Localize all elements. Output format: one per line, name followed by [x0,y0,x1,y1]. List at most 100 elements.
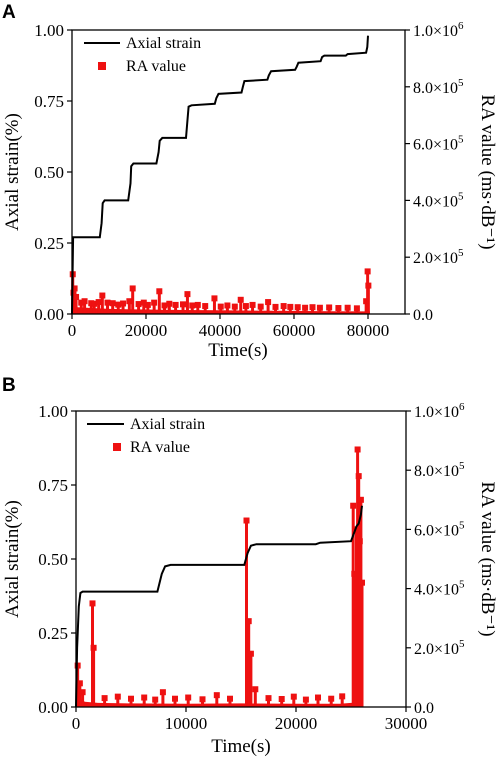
y-right-tick-label: 4.0×105 [413,190,464,210]
ra-point [189,302,196,309]
panel-b: B 0 10000 20000 30000 0.000.250.500.751.00 … [2,375,498,757]
ra-point [172,695,178,702]
x-axis-ticks: 0 10000 20000 30000 [72,707,428,733]
ra-point [79,689,86,696]
ra-point [245,618,252,625]
y-left-tick-label: 0.75 [38,476,68,495]
ra-point [247,650,254,657]
ra-point [101,695,108,702]
y-left-tick-label: 0.00 [34,305,64,324]
y-left-tick-label: 0.75 [34,92,64,111]
ra-point [91,300,98,307]
ra-point [328,695,335,702]
ra-point [144,301,151,308]
ra-point [257,303,264,310]
ra-point [359,579,365,586]
panel-letter: A [2,2,16,23]
y-right-tick-label: 0.0 [413,307,433,324]
x-tick-label: 60000 [273,321,316,340]
ra-point [280,303,287,310]
ra-point [89,600,96,607]
y-right-tick-label: 0.0 [414,700,434,717]
ra-point [104,299,111,306]
x-tick-label: 80000 [347,321,390,340]
ra-point [287,303,294,310]
ra-point [351,570,358,577]
ra-point [161,302,168,309]
y-right-axis-label: RA value (ms·dB⁻¹) [477,94,498,249]
ra-point [315,694,321,701]
ra-point [354,446,361,453]
ra-point [365,282,372,289]
legend-ra-label: RA value [130,439,190,456]
strain-line [71,35,369,315]
ra-point [129,285,136,292]
ra-point [159,689,166,696]
ra-point [140,299,147,306]
ra-point [126,298,133,305]
ra-point [290,693,297,700]
y-left-tick-label: 1.00 [38,402,68,421]
ra-point [224,302,231,309]
ra-point [278,696,285,703]
ra-point [265,695,272,702]
legend: Axial strain RA value [84,35,201,75]
ra-point [294,304,301,311]
ra-point [90,644,97,651]
ra-point [199,696,206,703]
x-tick-label: 0 [68,321,77,340]
ra-point [242,303,249,310]
ra-point [141,694,148,701]
ra-point [81,298,88,305]
ra-point [95,299,102,306]
y-left-tick-label: 0.50 [38,550,68,569]
y-right-tick-label: 4.0×105 [414,579,465,599]
x-tick-label: 0 [72,714,81,733]
ra-point [217,303,224,310]
ra-point [265,299,272,306]
y-right-tick-label: 8.0×105 [414,460,465,480]
ra-point [172,301,179,308]
ra-point [135,301,142,308]
ra-point [316,304,323,311]
y-right-tick-label: 2.0×105 [413,247,464,267]
plot-area [69,35,372,315]
x-tick-label: 20000 [275,714,318,733]
x-tick-label: 10000 [165,714,208,733]
axes-frame [71,29,406,315]
ra-point [357,496,364,503]
legend-strain-label: Axial strain [130,416,205,433]
ra-point [309,304,316,311]
y-left-axis-label: Axial strain(%) [2,113,23,231]
ra-point [109,300,116,307]
legend-strain-label: Axial strain [126,35,201,52]
ra-point [213,692,220,699]
ra-point [128,695,134,702]
ra-point [339,693,346,700]
ra-point [350,502,357,509]
y-right-tick-label: 1.0×106 [414,401,465,421]
y-right-tick-label: 1.0×106 [413,20,464,40]
ra-point [249,301,256,308]
ra-point [115,301,122,308]
legend-ra-swatch [113,443,121,451]
ra-point [364,268,371,275]
ra-point [78,299,85,306]
ra-point [71,285,78,292]
ra-point [76,680,83,687]
panel-letter: B [2,375,16,396]
x-tick-label: 30000 [385,714,428,733]
ra-point [120,300,127,307]
ra-point [227,695,233,702]
y-right-axis-label: RA value (ms·dB⁻¹) [477,481,498,636]
ra-point [99,292,106,299]
y-right-tick-label: 8.0×105 [413,77,464,97]
ra-point [231,303,238,310]
ra-point [252,686,259,693]
ra-point [344,304,351,311]
legend-ra-swatch [98,62,106,70]
y-left-axis-label: Axial strain(%) [2,500,23,618]
ra-point [73,293,80,300]
ra-point [302,304,309,311]
